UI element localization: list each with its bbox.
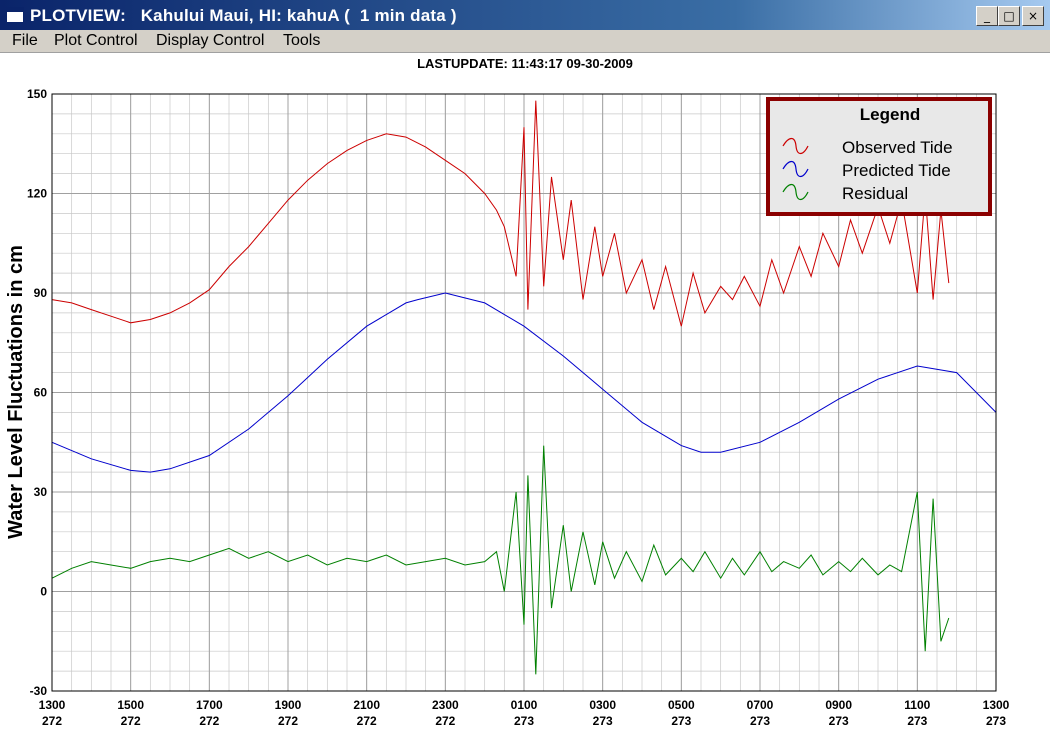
last-update-label: LASTUPDATE: 11:43:17 09-30-2009	[417, 56, 633, 71]
menu-bar: File Plot Control Display Control Tools	[0, 30, 1050, 53]
x-axis-ticks: 1300 272 1500 272 1700 272 1900 272 2100 272 2300 2…	[39, 698, 1010, 728]
title-bar: PLOTVIEW: Kahului Maui, HI: kahuA ( 1 mi…	[0, 0, 1050, 30]
x-tick-label-hour: 0100	[511, 698, 538, 712]
minimize-button[interactable]: _	[976, 6, 998, 26]
maximize-button[interactable]: □	[998, 6, 1020, 26]
chart-series-layer	[51, 100, 997, 675]
legend-swatch-observed-tide	[782, 137, 809, 155]
legend-label-observed-tide: Observed Tide	[842, 138, 953, 157]
x-tick-label-day: 273	[986, 714, 1006, 728]
y-tick-label: 90	[34, 286, 48, 300]
chart-legend: Legend Observed Tide Predicted Tide Resi…	[766, 97, 992, 216]
x-tick-label-day: 272	[435, 714, 455, 728]
x-tick-label-day: 273	[671, 714, 691, 728]
x-tick-label-day: 273	[829, 714, 849, 728]
menu-tools[interactable]: Tools	[283, 32, 321, 49]
y-tick-label: 0	[40, 585, 47, 599]
series-line-residual	[51, 445, 950, 675]
legend-swatch-predicted-tide	[782, 160, 809, 178]
x-tick-label-hour: 0300	[589, 698, 616, 712]
y-axis-ticks: 150 120 90 60 30 0 -30	[27, 87, 47, 698]
y-tick-label: 150	[27, 87, 47, 101]
x-tick-label-hour: 2300	[432, 698, 459, 712]
close-button[interactable]: ×	[1022, 6, 1044, 26]
window-title: PLOTVIEW: Kahului Maui, HI: kahuA ( 1 mi…	[30, 6, 457, 25]
x-tick-label-day: 273	[750, 714, 770, 728]
menu-plot-control[interactable]: Plot Control	[54, 32, 138, 49]
x-tick-label-hour: 1300	[983, 698, 1010, 712]
y-tick-label: 120	[27, 187, 47, 201]
x-tick-label-day: 272	[357, 714, 377, 728]
x-tick-label-hour: 0900	[825, 698, 852, 712]
x-tick-label-hour: 0500	[668, 698, 695, 712]
legend-swatch-residual	[782, 183, 809, 201]
x-tick-label-day: 273	[907, 714, 927, 728]
y-tick-label: -30	[30, 684, 48, 698]
x-tick-label-hour: 2100	[353, 698, 380, 712]
x-tick-label-hour: 1500	[117, 698, 144, 712]
x-tick-label-day: 272	[42, 714, 62, 728]
series-line-observed-tide	[51, 100, 950, 327]
x-tick-label-hour: 1300	[39, 698, 66, 712]
plot-area-frame	[51, 93, 997, 692]
menu-file[interactable]: File	[12, 32, 38, 49]
x-tick-label-day: 273	[514, 714, 534, 728]
x-tick-label-hour: 1900	[275, 698, 302, 712]
legend-label-predicted-tide: Predicted Tide	[842, 161, 951, 180]
x-tick-label-hour: 1100	[904, 698, 930, 712]
legend-title: Legend	[860, 105, 920, 124]
y-tick-label: 30	[34, 485, 48, 499]
x-tick-label-day: 273	[593, 714, 613, 728]
y-tick-label: 60	[34, 386, 48, 400]
series-line-predicted-tide	[51, 292, 997, 473]
x-tick-label-day: 272	[199, 714, 219, 728]
x-tick-label-hour: 1700	[196, 698, 223, 712]
legend-label-residual: Residual	[842, 184, 908, 203]
x-tick-label-day: 272	[278, 714, 298, 728]
x-tick-label-hour: 0700	[747, 698, 774, 712]
x-tick-label-day: 272	[121, 714, 141, 728]
y-axis-label: Water Level Fluctuations in cm	[5, 245, 27, 539]
app-window-icon	[6, 7, 24, 23]
menu-display-control[interactable]: Display Control	[156, 32, 265, 49]
legend-box	[766, 97, 992, 216]
